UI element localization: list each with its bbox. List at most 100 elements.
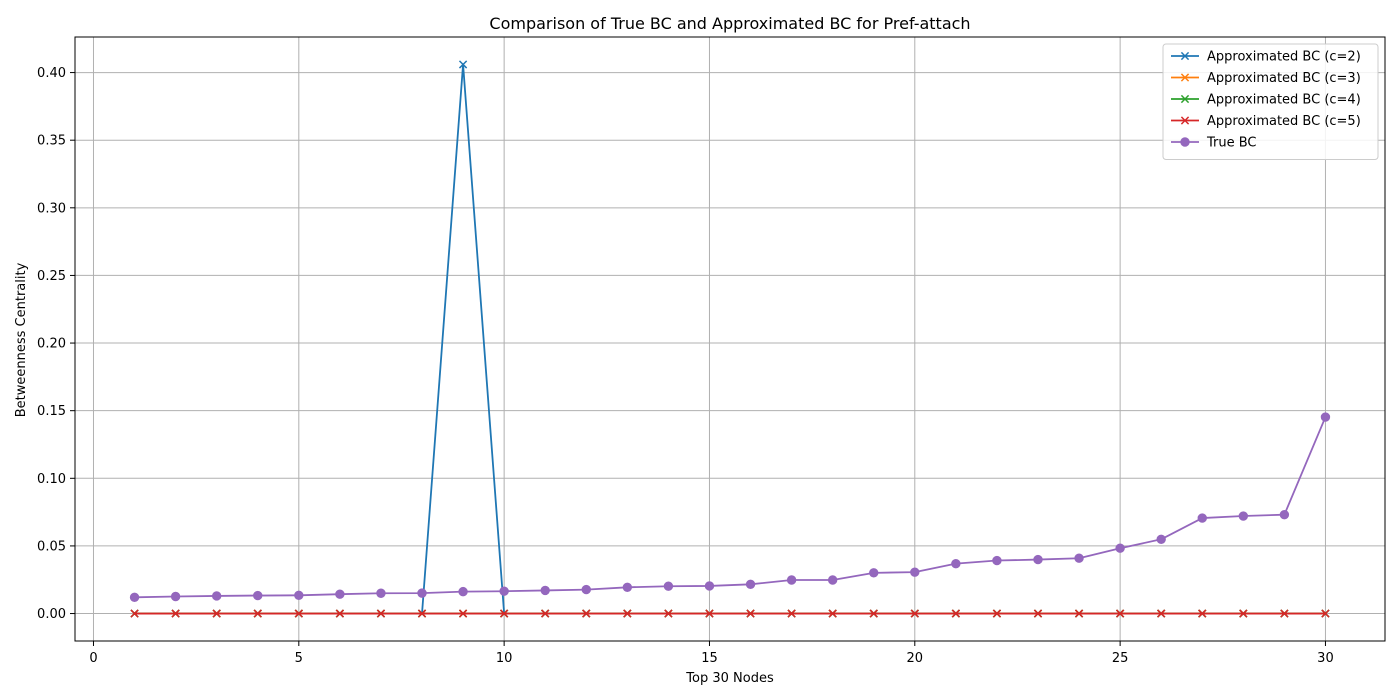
data-point-approximated-bc-c-5-stroke: [1239, 609, 1248, 618]
legend-item-true-bc: True BC: [1171, 136, 1257, 151]
data-point-true-bc: [992, 555, 1002, 566]
series-approximated-bc-c-5: [130, 609, 1330, 618]
legend-swatch-marker: [1180, 51, 1190, 61]
legend-item-approximated-bc-c-3: Approximated BC (c=3): [1171, 71, 1361, 86]
data-point-approximated-bc-c-5: [1321, 609, 1330, 618]
data-point-approximated-bc-c-5-stroke: [828, 609, 837, 618]
legend-item-approximated-bc-c-5: Approximated BC (c=5): [1171, 114, 1361, 129]
data-point-approximated-bc-c-5: [1074, 609, 1084, 618]
data-point-true-bc: [499, 586, 509, 596]
x-tick-label: 30: [1317, 651, 1334, 666]
data-point-approximated-bc-c-5-stroke: [992, 609, 1002, 618]
data-point-approximated-bc-c-5: [951, 609, 960, 618]
data-point-true-bc: [458, 586, 468, 597]
legend-label: Approximated BC (c=2): [1207, 50, 1361, 65]
data-point-approximated-bc-c-5-stroke: [212, 609, 221, 618]
data-point-approximated-bc-c-5: [828, 609, 837, 618]
data-point-approximated-bc-c-5: [910, 609, 919, 618]
data-point-true-bc: [211, 591, 222, 601]
data-point-approximated-bc-c-5-stroke: [787, 609, 796, 618]
data-point-approximated-bc-c-5-stroke: [910, 609, 919, 618]
data-point-true-bc: [1074, 553, 1084, 563]
x-axis-label: Top 30 Nodes: [685, 671, 774, 686]
data-point-approximated-bc-c-5: [1033, 609, 1043, 618]
legend-box: [1162, 43, 1379, 160]
data-point-true-bc: [253, 590, 263, 601]
data-point-true-bc: [869, 568, 879, 578]
series-layer: [129, 60, 1331, 618]
data-point-approximated-bc-c-5: [253, 609, 262, 618]
data-point-approximated-bc-c-5: [294, 609, 303, 618]
data-point-approximated-bc-c-5-stroke: [1157, 609, 1166, 618]
data-point-approximated-bc-c-5-stroke: [376, 609, 386, 618]
legend-item-approximated-bc-c-4: Approximated BC (c=4): [1171, 93, 1361, 108]
data-point-approximated-bc-c-5: [705, 609, 714, 618]
data-point-approximated-bc-c-5-stroke: [541, 609, 550, 618]
data-point-approximated-bc-c-5-stroke: [705, 609, 714, 618]
y-tick-label: 0.40: [37, 66, 66, 81]
data-point-approximated-bc-c-5-stroke: [1321, 609, 1330, 618]
y-tick-label: 0.30: [37, 201, 66, 216]
y-tick-label: 0.00: [37, 607, 66, 622]
data-point-approximated-bc-c-5-stroke: [1280, 609, 1289, 618]
data-point-true-bc: [1033, 554, 1043, 565]
y-tick-label: 0.05: [37, 539, 66, 554]
data-point-approximated-bc-c-5: [376, 609, 386, 618]
data-point-approximated-bc-c-5: [1280, 609, 1289, 618]
legend-label: Approximated BC (c=3): [1207, 71, 1361, 86]
data-point-approximated-bc-c-5-stroke: [1033, 609, 1043, 618]
data-point-approximated-bc-c-5-stroke: [582, 609, 591, 618]
data-point-approximated-bc-c-5: [582, 609, 591, 618]
data-point-true-bc: [1115, 543, 1125, 553]
data-point-approximated-bc-c-5-stroke: [500, 609, 509, 618]
legend-swatch-marker-stroke: [1180, 116, 1190, 125]
y-axis-label: Betweenness Centrality: [14, 262, 29, 417]
legend-swatch-marker: [1180, 137, 1190, 147]
plot-frame: [74, 36, 1386, 642]
legend-label: Approximated BC (c=5): [1207, 114, 1361, 129]
data-point-approximated-bc-c-2: [458, 60, 468, 69]
data-point-approximated-bc-c-5: [1198, 609, 1207, 618]
data-point-approximated-bc-c-5: [171, 609, 180, 618]
data-point-approximated-bc-c-5-stroke: [335, 609, 345, 618]
legend-swatch-marker: [1180, 94, 1190, 104]
x-tick-label: 10: [496, 651, 513, 666]
data-point-approximated-bc-c-5: [623, 609, 632, 618]
data-point-true-bc: [1320, 412, 1331, 422]
series-true-bc: [129, 412, 1331, 603]
data-point-approximated-bc-c-5-stroke: [171, 609, 180, 618]
data-point-true-bc: [622, 582, 633, 593]
data-point-approximated-bc-c-5: [869, 609, 878, 618]
data-point-true-bc: [1197, 513, 1207, 523]
y-tick-label: 0.15: [37, 404, 66, 419]
data-point-approximated-bc-c-5: [992, 609, 1002, 618]
legend-swatch-marker-stroke: [1180, 73, 1190, 82]
data-point-approximated-bc-c-5-stroke: [253, 609, 262, 618]
series-line-true-bc: [134, 416, 1327, 599]
y-tick-label: 0.10: [37, 472, 66, 487]
data-point-approximated-bc-c-5: [417, 609, 427, 618]
data-point-true-bc: [663, 581, 674, 591]
data-point-true-bc: [910, 567, 920, 577]
data-point-approximated-bc-c-5-stroke: [458, 609, 468, 618]
x-tick-label: 15: [701, 651, 718, 666]
data-point-approximated-bc-c-5-stroke: [746, 609, 755, 618]
data-point-approximated-bc-c-5: [787, 609, 796, 618]
data-point-true-bc: [1156, 534, 1166, 544]
data-point-true-bc: [745, 579, 756, 590]
y-tick-label: 0.20: [37, 337, 66, 352]
data-point-approximated-bc-c-5: [335, 609, 345, 618]
data-point-approximated-bc-c-5: [1157, 609, 1166, 618]
chart-title: Comparison of True BC and Approximated B…: [489, 14, 970, 33]
data-point-approximated-bc-c-5: [130, 609, 139, 618]
legend-label: Approximated BC (c=4): [1207, 93, 1361, 108]
data-point-true-bc: [827, 575, 838, 585]
data-point-true-bc: [540, 585, 550, 596]
x-tick-label: 0: [89, 651, 97, 666]
data-point-approximated-bc-c-5-stroke: [623, 609, 632, 618]
data-point-true-bc: [786, 575, 797, 585]
data-point-approximated-bc-c-2-stroke: [458, 60, 468, 69]
data-point-true-bc: [335, 589, 345, 599]
data-point-approximated-bc-c-5-stroke: [294, 609, 303, 618]
